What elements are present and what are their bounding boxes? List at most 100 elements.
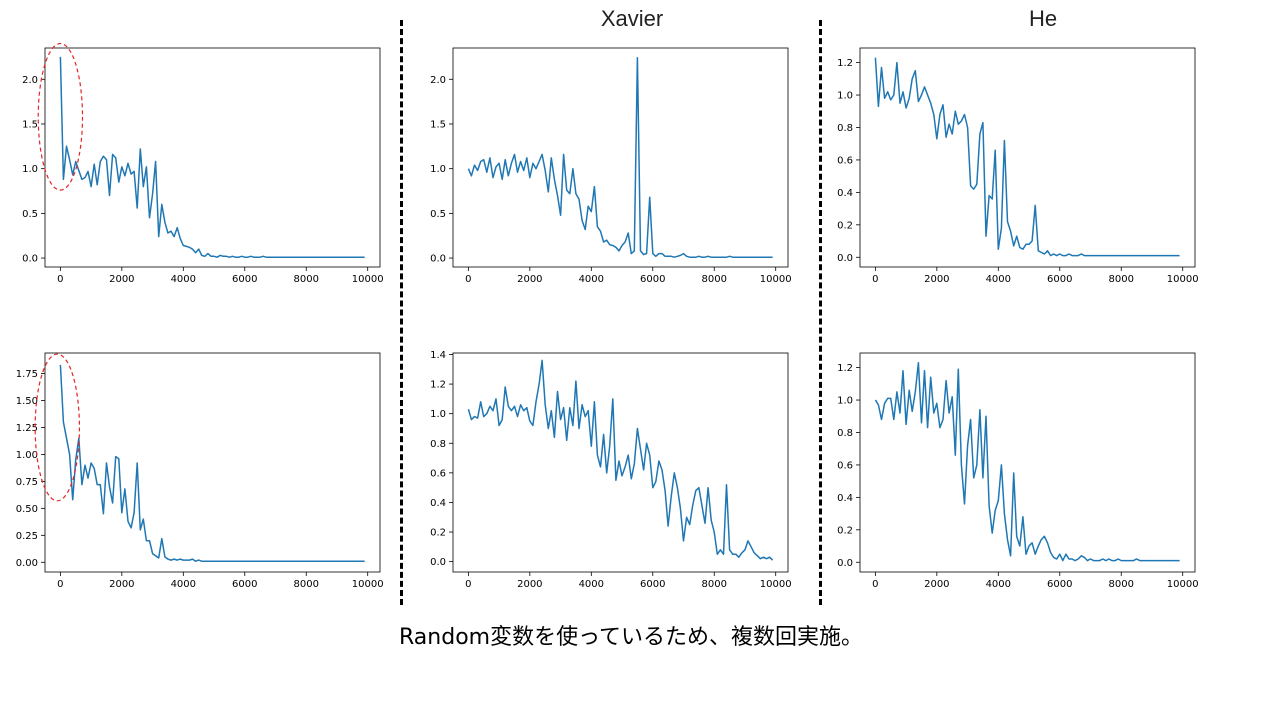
y-tick-label: 1.0 (430, 409, 446, 420)
loss-chart-he-run2: 0 2000 4000 6000 8000 10000 0.0 0.2 0.4 0.6 0.8 1.0… (837, 352, 1199, 590)
x-tick-label: 4000 (171, 579, 196, 590)
x-tick-label: 0 (872, 579, 878, 590)
loss-line (874, 57, 1180, 257)
y-tick-label: 1.75 (16, 369, 38, 380)
y-tick-label: 1.2 (430, 380, 446, 391)
x-tick-label: 8000 (702, 579, 727, 590)
y-tick-label: 0.4 (837, 188, 853, 199)
x-tick-label: 8000 (702, 274, 727, 285)
x-tick-label: 10000 (352, 274, 384, 285)
y-tick-label: 2.0 (430, 75, 446, 86)
y-tick-label: 0.6 (837, 155, 853, 166)
x-tick-label: 6000 (232, 579, 257, 590)
dashed-divider-right (819, 20, 822, 605)
y-tick-label: 1.50 (16, 396, 38, 407)
plot-frame (452, 352, 789, 573)
column-title-he: He (1028, 6, 1058, 31)
loss-chart-baseline-run2: 0 2000 4000 6000 8000 10000 0.00 0.25 0.50 0.75 1.… (16, 352, 384, 590)
plot-frame (859, 47, 1196, 268)
y-tick-label: 1.2 (837, 363, 853, 374)
column-title-xavier: Xavier (600, 6, 664, 31)
y-tick-label: 0.0 (430, 557, 446, 568)
highlight-ellipse-icon (37, 42, 84, 191)
x-tick-label: 4000 (986, 274, 1011, 285)
x-tick-label: 2000 (109, 274, 134, 285)
loss-line (467, 359, 774, 561)
y-tick-label: 1.25 (16, 423, 38, 434)
y-tick-label: 0.8 (430, 439, 446, 450)
y-tick-label: 0.00 (16, 558, 38, 569)
y-tick-label: 0.6 (837, 460, 853, 471)
y-tick-label: 0.0 (837, 558, 853, 569)
x-tick-label: 10000 (1167, 579, 1199, 590)
y-tick-label: 0.50 (16, 504, 38, 515)
y-tick-label: 1.00 (16, 450, 38, 461)
y-tick-label: 0.0 (837, 253, 853, 264)
x-tick-label: 6000 (232, 274, 257, 285)
loss-chart-he-run1: 0 2000 4000 6000 8000 10000 0.0 0.2 0.4 0.6 0.8 1.0… (837, 47, 1199, 285)
y-tick-label: 0.5 (22, 209, 38, 220)
y-tick-label: 0.2 (837, 220, 853, 231)
x-tick-label: 0 (872, 274, 878, 285)
y-tick-label: 2.0 (22, 75, 38, 86)
plot-frame (452, 47, 789, 268)
x-tick-label: 4000 (579, 579, 604, 590)
x-tick-label: 6000 (1047, 274, 1072, 285)
y-tick-label: 1.2 (837, 58, 853, 69)
x-tick-label: 2000 (517, 579, 542, 590)
x-tick-label: 6000 (1047, 579, 1072, 590)
y-tick-label: 0.8 (837, 428, 853, 439)
x-tick-label: 4000 (986, 579, 1011, 590)
loss-chart-xavier-run2: 0 2000 4000 6000 8000 10000 0.0 0.2 0.4 0.6 0.8 1.0… (430, 350, 792, 590)
plot-frame (44, 47, 381, 268)
loss-chart-xavier-run1: 0 2000 4000 6000 8000 10000 0.0 0.5 1.0 1.5 2.0 (430, 47, 792, 285)
y-tick-label: 1.0 (837, 91, 853, 102)
caption-text: Random変数を使っているため、複数回実施。 (399, 625, 863, 650)
x-tick-label: 8000 (1109, 274, 1134, 285)
x-tick-label: 10000 (760, 274, 792, 285)
plot-frame (859, 352, 1196, 573)
y-tick-label: 0.75 (16, 477, 38, 488)
y-tick-label: 1.0 (430, 164, 446, 175)
y-tick-label: 0.6 (430, 468, 446, 479)
y-tick-label: 1.4 (430, 350, 446, 361)
y-tick-label: 1.0 (837, 396, 853, 407)
loss-line (874, 361, 1180, 562)
x-tick-label: 6000 (640, 579, 665, 590)
y-tick-label: 0.25 (16, 531, 38, 542)
x-tick-label: 10000 (760, 579, 792, 590)
loss-chart-baseline-run1: 0 2000 4000 6000 8000 10000 0.0 0.5 1.0 1.5 2.0 (22, 42, 384, 285)
y-tick-label: 1.5 (430, 119, 446, 130)
x-tick-label: 2000 (517, 274, 542, 285)
y-tick-label: 0.2 (430, 528, 446, 539)
x-tick-label: 0 (57, 274, 63, 285)
y-tick-label: 0.0 (430, 254, 446, 265)
loss-line (59, 364, 365, 562)
x-tick-label: 2000 (924, 274, 949, 285)
x-tick-label: 2000 (924, 579, 949, 590)
loss-line (59, 56, 365, 258)
y-tick-label: 0.4 (430, 498, 446, 509)
x-tick-label: 0 (57, 579, 63, 590)
y-tick-label: 0.5 (430, 209, 446, 220)
x-tick-label: 8000 (1109, 579, 1134, 590)
y-tick-label: 1.0 (22, 164, 38, 175)
highlight-ellipse-icon (34, 353, 81, 502)
plot-frame (44, 352, 381, 573)
loss-line (467, 57, 773, 258)
x-tick-label: 2000 (109, 579, 134, 590)
x-tick-label: 10000 (352, 579, 384, 590)
x-tick-label: 0 (465, 274, 471, 285)
y-tick-label: 0.4 (837, 493, 853, 504)
x-tick-label: 4000 (579, 274, 604, 285)
y-tick-label: 0.8 (837, 123, 853, 134)
y-tick-label: 0.2 (837, 525, 853, 536)
x-tick-label: 6000 (640, 274, 665, 285)
y-tick-label: 1.5 (22, 119, 38, 130)
y-tick-label: 0.0 (22, 254, 38, 265)
x-tick-label: 8000 (294, 274, 319, 285)
x-tick-label: 8000 (294, 579, 319, 590)
x-tick-label: 10000 (1167, 274, 1199, 285)
x-tick-label: 4000 (171, 274, 196, 285)
